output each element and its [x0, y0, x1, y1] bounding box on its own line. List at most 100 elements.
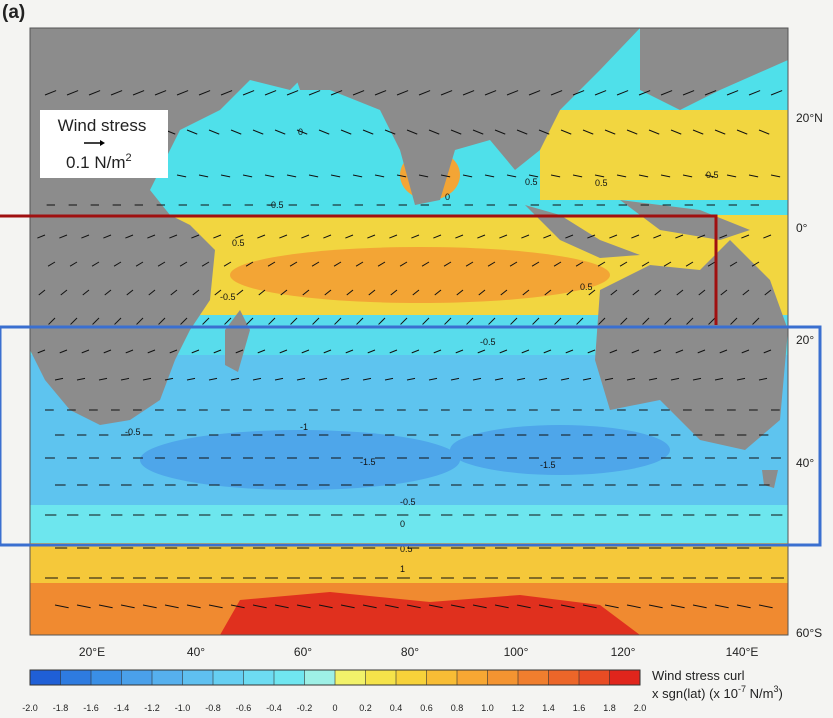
wind-arrow: [619, 261, 628, 267]
wind-arrow: [572, 90, 585, 96]
colorbar-tick-label: 1.0: [481, 703, 494, 713]
australia: [595, 240, 788, 450]
wind-arrow: [98, 377, 108, 381]
wind-arrow: [324, 289, 332, 296]
contour-label: -1.5: [540, 460, 556, 470]
wind-arrow: [719, 234, 728, 239]
wind-arrow: [509, 261, 518, 267]
map-frame: [29, 27, 789, 636]
colorbar-tick-label: -1.8: [53, 703, 69, 713]
wind-arrow: [704, 174, 715, 178]
wind-arrow: [220, 90, 233, 96]
wind-arrow: [169, 349, 178, 354]
wind-arrow: [440, 174, 451, 178]
wind-arrow: [396, 90, 409, 96]
colorbar-subtitle-text: x sgn(lat) (x 10: [652, 686, 738, 701]
colorbar-swatch: [487, 670, 519, 685]
wind-arrow: [484, 174, 495, 178]
colorbar-swatch: [457, 670, 488, 685]
wind-arrow: [214, 289, 222, 296]
wind-arrow: [235, 234, 244, 239]
wind-arrow: [714, 129, 726, 135]
colorbar-tick-label: -0.6: [236, 703, 252, 713]
lon-label: 20°E: [79, 645, 105, 659]
wind-arrow: [264, 90, 277, 96]
wind-arrow: [638, 174, 649, 178]
colorbar-tick-label: 1.4: [542, 703, 555, 713]
wind-arrow: [642, 317, 650, 325]
wind-arrow: [411, 234, 420, 239]
wind-arrow: [186, 604, 201, 609]
wind-arrow: [676, 289, 684, 296]
midlat-core: [450, 425, 670, 475]
wind-arrow: [428, 377, 438, 381]
wind-arrow: [697, 234, 706, 239]
wind-arrow: [758, 129, 770, 135]
wind-arrow: [176, 174, 187, 178]
region-box-south: [0, 325, 822, 547]
wind-arrow: [114, 317, 122, 325]
wind-arrow: [356, 317, 364, 325]
wind-arrow: [390, 289, 398, 296]
wind-arrow: [456, 289, 464, 296]
wind-arrow: [575, 261, 584, 267]
wind-arrow: [180, 317, 188, 325]
legend-box: [40, 110, 168, 178]
wind-arrow: [135, 261, 144, 267]
southern-band: [30, 543, 788, 583]
wind-arrow: [582, 129, 594, 135]
wind-arrow: [242, 90, 255, 96]
colorbar-swatch: [182, 670, 214, 685]
wind-arrow: [352, 174, 363, 178]
contour-label: -1.5: [360, 457, 376, 467]
wind-arrow: [620, 317, 628, 325]
wind-arrow: [465, 261, 474, 267]
contour-label: -0.5: [480, 337, 496, 347]
lon-label: 100°: [504, 645, 529, 659]
wind-arrow: [191, 234, 200, 239]
colorbar-tick-label: -2.0: [22, 703, 38, 713]
wind-arrow: [543, 234, 552, 239]
wind-arrow: [560, 377, 570, 381]
wind-arrow: [764, 289, 772, 296]
wind-arrow: [236, 289, 244, 296]
wind-arrow: [274, 129, 286, 135]
colorbar-tick-label: 2.0: [634, 703, 647, 713]
wind-arrow: [565, 234, 574, 239]
wind-arrow: [660, 90, 673, 96]
wind-arrow: [252, 604, 267, 609]
wind-arrow: [440, 90, 453, 96]
wind-arrow: [499, 349, 508, 354]
wind-arrow: [472, 129, 484, 135]
wind-arrow: [54, 377, 64, 381]
wind-arrow: [726, 90, 739, 96]
wind-arrow: [736, 604, 751, 609]
wind-arrow: [587, 349, 596, 354]
wind-arrow: [224, 317, 232, 325]
wind-arrow: [626, 129, 638, 135]
wind-arrow: [400, 317, 408, 325]
wind-arrow: [544, 289, 552, 296]
wind-arrow: [340, 129, 352, 135]
colorbar-swatch: [274, 670, 305, 685]
colorbar-swatch: [548, 670, 580, 685]
wind-arrow: [670, 129, 682, 135]
wind-arrow: [604, 129, 616, 135]
wind-arrow: [223, 261, 232, 267]
wind-arrow: [670, 377, 680, 381]
colorbar-swatch: [121, 670, 153, 685]
wind-arrow: [660, 174, 671, 178]
wind-arrow: [377, 261, 386, 267]
midlat-core: [140, 430, 460, 490]
wind-arrow: [98, 604, 113, 609]
wind-arrow: [92, 317, 100, 325]
wind-arrow: [198, 90, 211, 96]
wind-arrow: [411, 349, 420, 354]
contour-label: 0.5: [580, 282, 593, 292]
wind-arrow: [246, 317, 254, 325]
wind-arrow: [367, 349, 376, 354]
wind-arrow: [692, 129, 704, 135]
wind-arrow: [604, 604, 619, 609]
wind-arrow: [208, 129, 220, 135]
wind-arrow: [477, 234, 486, 239]
